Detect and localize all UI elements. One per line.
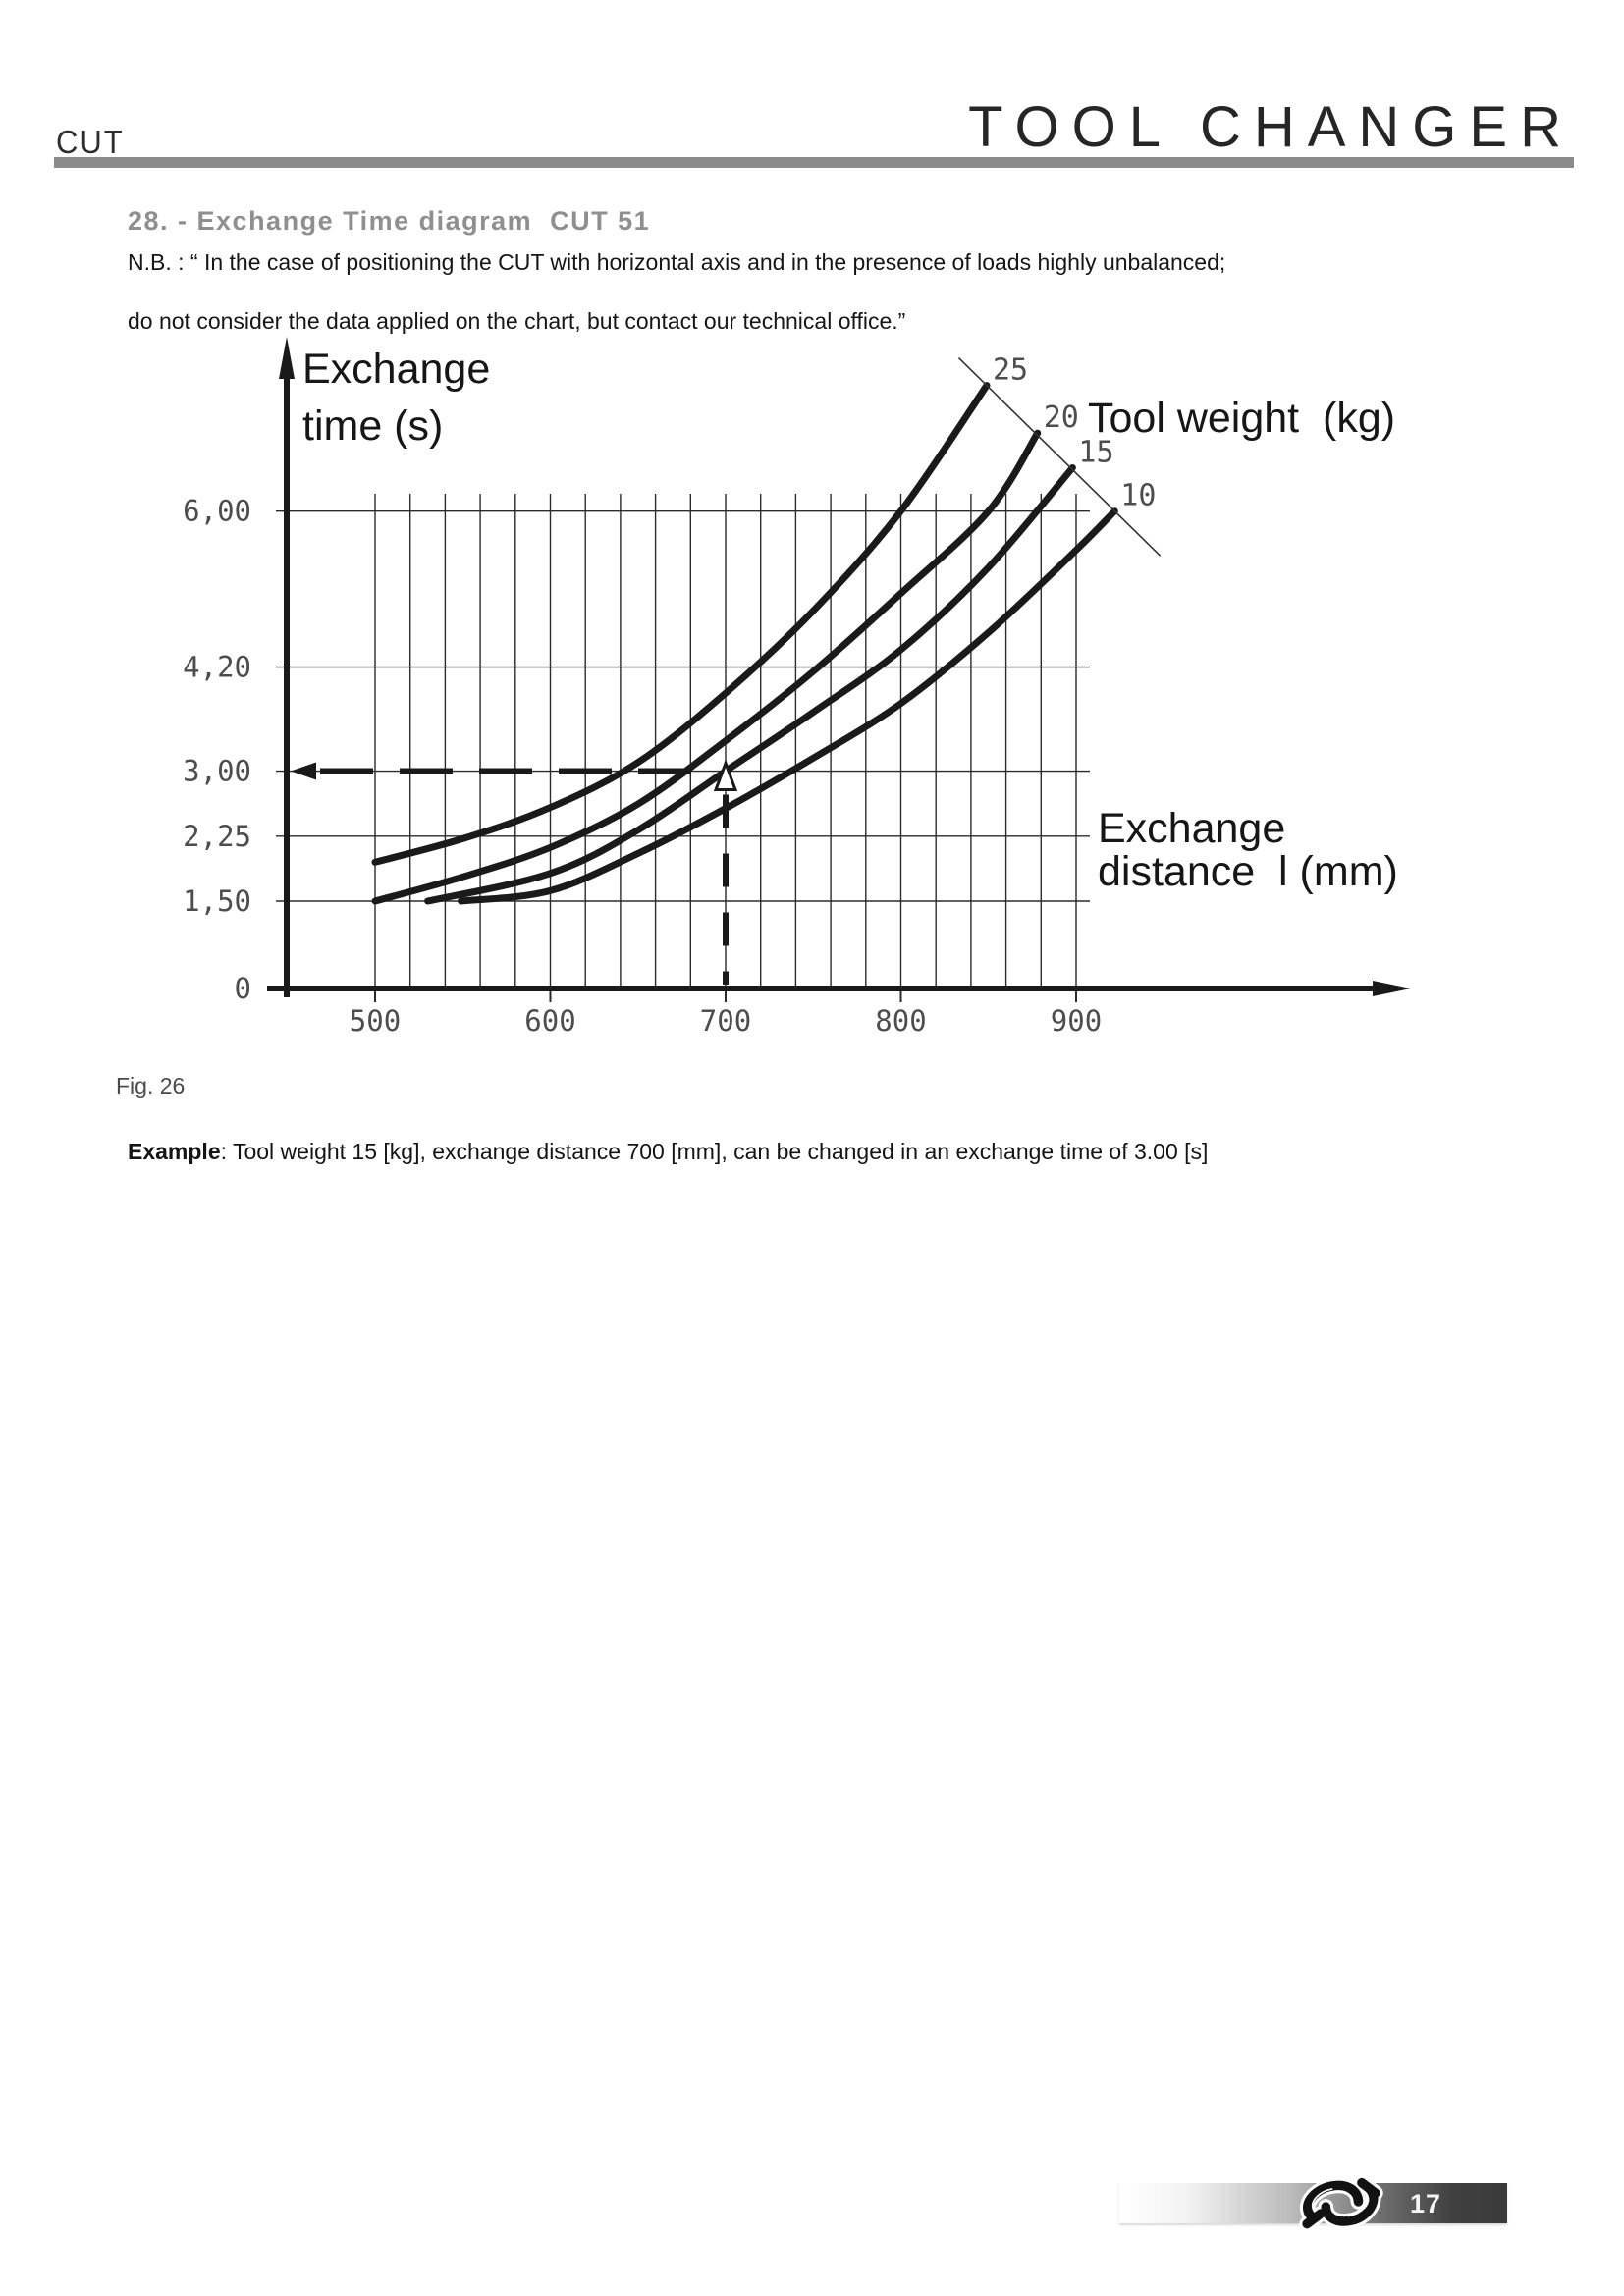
weight-curves: [371, 382, 1118, 905]
x-axis-arrow-icon: [1373, 981, 1411, 996]
nb-line1: N.B. : “ In the case of positioning the …: [128, 249, 1226, 275]
y-tick-label: 0: [235, 972, 251, 1005]
chart-axes: [267, 373, 1377, 997]
chart-grid: [276, 494, 1090, 1002]
figure-caption: Fig. 26: [116, 1073, 186, 1098]
x-tick-label: 600: [524, 1004, 575, 1038]
exchange-time-chart: 6,00 4,20 3,00 2,25 1,50 0 500 600 700 800 900 25 20…: [183, 337, 1411, 1038]
y-axis-arrow-icon: [279, 337, 295, 379]
y-tick-label: 4,20: [183, 651, 251, 684]
example-label: Example: [128, 1139, 221, 1164]
header-page-title: TOOL CHANGER: [968, 95, 1574, 159]
page-number: 17: [1410, 2189, 1442, 2218]
x-axis-title-line1: Exchange: [1098, 805, 1285, 852]
y-axis-title-line2: time (s): [302, 402, 443, 450]
header-rule: [54, 157, 1574, 168]
x-axis-title-line2: distance l (mm): [1098, 848, 1398, 895]
y-tick-label: 6,00: [183, 495, 251, 528]
y-tick-label: 2,25: [183, 820, 251, 853]
curve-25kg: [371, 382, 991, 866]
section-title: 28. - Exchange Time diagram CUT 51: [128, 206, 651, 236]
y-tick-label: 3,00: [183, 755, 251, 788]
example-body: : Tool weight 15 [kg], exchange distance…: [220, 1139, 1209, 1164]
curve-label-15kg: 15: [1078, 436, 1113, 470]
curve-10kg: [458, 507, 1118, 905]
x-tick-label: 900: [1051, 1004, 1102, 1038]
nb-note: N.B. : “ In the case of positioning the …: [128, 247, 1522, 336]
x-tick-label: 500: [350, 1004, 401, 1038]
axis-titles: Exchange time (s) Tool weight (kg) Exchange…: [302, 346, 1398, 895]
tick-labels: 6,00 4,20 3,00 2,25 1,50 0 500 600 700 800 900: [183, 495, 1102, 1038]
curve-20kg: [371, 429, 1042, 905]
y-tick-label: 1,50: [183, 884, 251, 918]
curve-label-25kg: 25: [993, 353, 1028, 388]
example-trace: [291, 759, 738, 985]
x-tick-label: 700: [700, 1004, 751, 1038]
nb-line2: do not consider the data applied on the …: [128, 308, 906, 334]
header-product-name: CUT: [56, 124, 125, 161]
x-tick-label: 800: [875, 1004, 926, 1038]
example-arrow-left-icon: [291, 762, 316, 780]
example-point-marker-icon: [713, 759, 738, 792]
curve-15kg: [424, 464, 1076, 905]
curve-label-10kg: 10: [1120, 479, 1156, 513]
brand-knot-logo-icon: [1299, 2174, 1383, 2232]
y-axis-title-line1: Exchange: [302, 346, 490, 393]
curve-label-20kg: 20: [1044, 400, 1079, 435]
weight-leader-line: [957, 357, 1162, 557]
example-text: Example: Tool weight 15 [kg], exchange d…: [128, 1139, 1208, 1165]
series-group-title: Tool weight (kg): [1088, 395, 1395, 442]
